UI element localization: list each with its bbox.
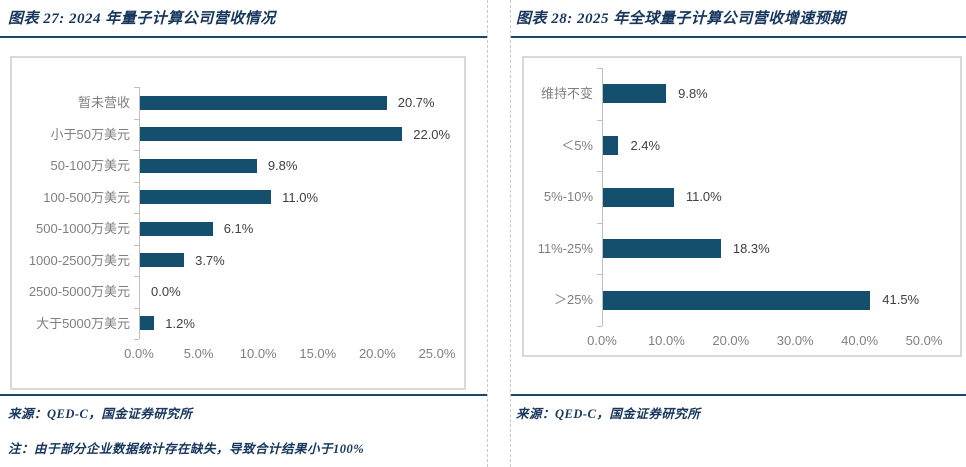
value-label: 41.5%: [882, 292, 920, 308]
bar: [140, 190, 272, 205]
bar: [140, 158, 257, 173]
figure-panel-left: 图表 27: 2024 年量子计算公司营收情况 暂未营收 20.7% 小于50万美元…: [0, 11, 487, 456]
axis-tick-mark: [597, 119, 602, 121]
bar-chart-growth-2025: 维持不变 9.8% ＜5% 2.4% 5%-10% 11.0% 11%-25% 18.3% ＞2…: [524, 58, 960, 355]
axis-tick-mark: [134, 213, 139, 214]
figure-title: 图表 28: 2025 年全球量子计算公司营收增速预期: [516, 11, 846, 27]
category-label: 50-100万美元: [50, 158, 130, 173]
value-label: 20.7%: [397, 95, 435, 110]
title-rule: [0, 36, 487, 38]
category-label: 500-1000万美元: [36, 221, 130, 236]
bar-chart-revenue-2024: 暂未营收 20.7% 小于50万美元 22.0% 50-100万美元 9.8% 100-50…: [12, 58, 464, 388]
axis-tick-label: 5.0%: [183, 346, 214, 361]
axis-tick-mark: [134, 150, 139, 151]
axis-tick-mark: [134, 87, 139, 88]
value-label: 9.8%: [267, 158, 298, 173]
axis-tick-mark: [134, 339, 139, 340]
axis-tick-label: 0.0%: [124, 346, 154, 361]
axis-tick-label: 0.0%: [587, 333, 617, 348]
category-label: 5%-10%: [543, 189, 593, 205]
panel-divider: [510, 0, 511, 467]
value-label: 6.1%: [223, 221, 254, 236]
axis-tick-label: 30.0%: [776, 333, 814, 348]
figure-panel-right: 图表 28: 2025 年全球量子计算公司营收增速预期 维持不变 9.8% ＜5% 2…: [511, 0, 966, 467]
value-label: 18.3%: [732, 240, 770, 256]
bar: [140, 316, 155, 331]
chart-card: 暂未营收 20.7% 小于50万美元 22.0% 50-100万美元 9.8% 100-50…: [10, 56, 466, 390]
category-label: 维持不变: [540, 86, 593, 101]
axis-tick-label: 10.0%: [239, 346, 277, 361]
bar: [140, 127, 403, 142]
footer-rule: [511, 394, 966, 396]
axis-tick-mark: [597, 171, 602, 173]
axis-tick-mark: [134, 307, 139, 309]
bar: [140, 95, 387, 110]
source-line: 来源：QED-C，国金证券研究所: [516, 407, 701, 421]
bar: [140, 221, 213, 236]
value-label: 11.0%: [282, 189, 319, 205]
value-label: 1.2%: [165, 315, 195, 331]
axis-tick-label: 20.0%: [358, 346, 396, 361]
axis-tick-label: 10.0%: [647, 333, 685, 348]
axis-tick-label: 15.0%: [299, 346, 337, 361]
category-label: ＜5%: [561, 137, 593, 153]
axis-tick-label: 25.0%: [418, 346, 456, 361]
bar: [603, 290, 871, 310]
bar: [140, 253, 185, 268]
figure-title: 图表 27: 2024 年量子计算公司营收情况: [8, 11, 276, 27]
axis-tick-mark: [597, 68, 602, 69]
value-label: 3.7%: [195, 252, 225, 268]
value-label: 22.0%: [413, 126, 451, 142]
axis-tick-mark: [134, 276, 139, 277]
axis-tick-label: 50.0%: [905, 333, 943, 348]
title-rule: [511, 36, 966, 38]
bar: [603, 135, 619, 155]
category-label: 11%-25%: [537, 240, 593, 256]
category-label: 1000-2500万美元: [28, 252, 130, 268]
chart-card: 维持不变 9.8% ＜5% 2.4% 5%-10% 11.0% 11%-25% 18.3% ＞2…: [522, 56, 962, 357]
category-label: 100-500万美元: [43, 189, 130, 205]
category-label: ＞25%: [553, 292, 593, 308]
category-label: 2500-5000万美元: [28, 284, 130, 299]
category-axis-line: [139, 87, 140, 339]
note-line: 注：由于部分企业数据统计存在缺失，导致合计结果小于100%: [8, 442, 365, 456]
axis-tick-label: 40.0%: [841, 333, 879, 348]
value-label: 0.0%: [151, 284, 181, 299]
axis-tick-mark: [134, 118, 139, 120]
panel-divider: [487, 0, 488, 467]
axis-tick-mark: [134, 244, 139, 246]
axis-tick-mark: [134, 181, 139, 183]
axis-tick-mark: [597, 222, 602, 224]
source-line: 来源：QED-C，国金证券研究所: [8, 407, 193, 421]
value-label: 2.4%: [630, 137, 661, 153]
value-label: 11.0%: [685, 189, 722, 205]
value-label: 9.8%: [678, 86, 708, 101]
bar: [603, 239, 721, 259]
bar: [603, 187, 674, 207]
axis-tick-mark: [597, 326, 602, 327]
axis-tick-mark: [597, 274, 602, 276]
footer-rule: [0, 394, 487, 396]
category-label: 暂未营收: [77, 95, 130, 110]
category-label: 大于5000万美元: [36, 315, 130, 331]
axis-tick-label: 20.0%: [712, 333, 750, 348]
category-axis-line: [602, 68, 603, 326]
category-label: 小于50万美元: [50, 126, 130, 142]
bar: [603, 84, 667, 104]
